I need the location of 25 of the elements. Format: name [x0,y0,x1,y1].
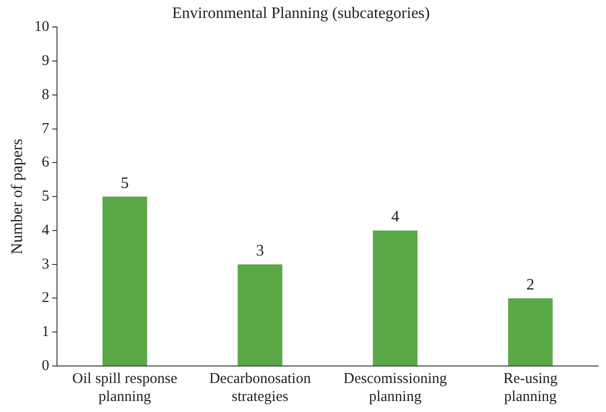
y-tick-label: 0 [42,358,50,374]
chart-title: Environmental Planning (subcategories) [172,4,430,22]
x-tick-label: Oil spill response planning [72,370,178,405]
y-tick-label: 4 [42,222,50,238]
y-tick-label: 3 [42,256,50,272]
bar [238,264,282,366]
x-tick-label: Descomissioning planning [344,370,448,405]
y-tick-label: 10 [34,19,50,36]
bar [102,196,148,366]
y-tick-label: 1 [42,324,50,340]
y-tick-label: 5 [42,188,50,205]
bar [372,230,418,366]
data-label: 5 [120,174,129,192]
y-tick-label: 6 [42,154,50,171]
y-tick-label: 9 [42,53,50,70]
bar [508,298,553,366]
data-label: 2 [526,276,534,294]
x-tick-label: Re-using planning [503,370,558,405]
y-axis-title: Number of papers [8,138,26,254]
x-tick-label: Decarbonosation strategies [209,370,312,405]
y-tick-label: 2 [42,290,50,306]
data-label: 3 [256,242,264,260]
data-label: 4 [391,208,400,226]
y-tick-label: 8 [42,86,50,103]
y-tick-label: 7 [42,120,50,137]
